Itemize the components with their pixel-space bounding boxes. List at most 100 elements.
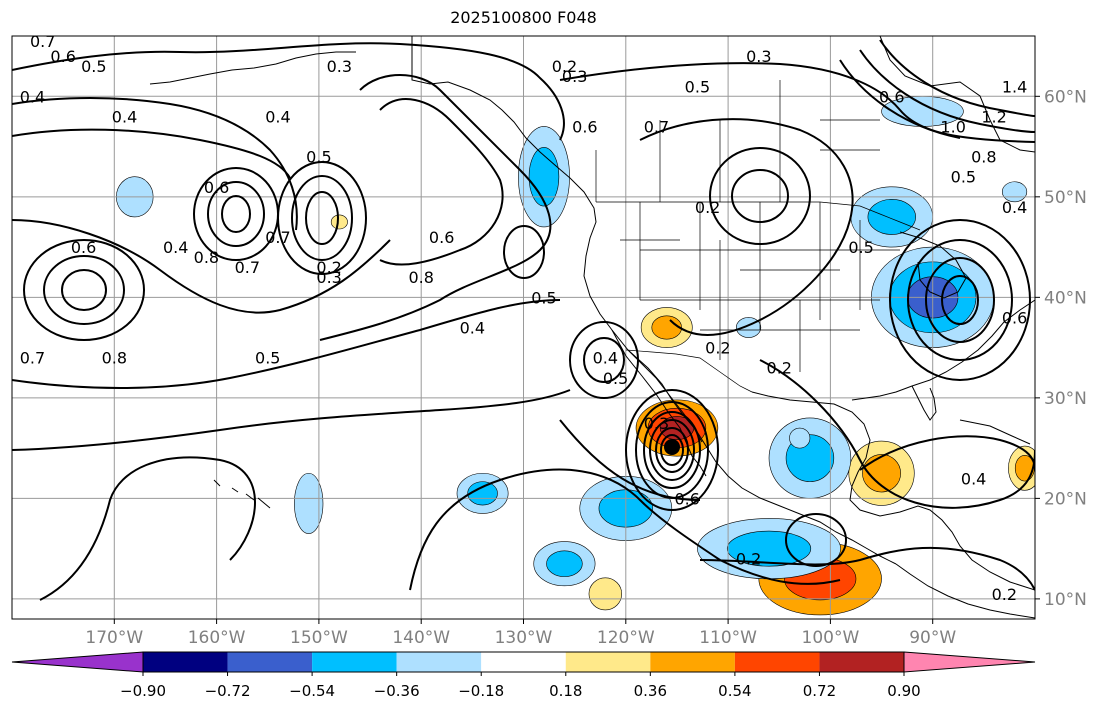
lat-label: 20°N	[1044, 489, 1087, 509]
chart-title: 2025100800 F048	[450, 8, 597, 27]
lon-label: 150°W	[290, 628, 348, 648]
contour-label: 0.6	[50, 47, 75, 66]
colorbar-segment	[565, 652, 651, 672]
contour-label: 0.3	[644, 414, 669, 433]
contour-label: 0.2	[552, 57, 577, 76]
contour-label-text: 0.7	[20, 349, 45, 368]
anomaly-patch	[789, 427, 811, 449]
contour-line	[319, 74, 552, 341]
colorbar-tick-label: 0.72	[803, 682, 836, 700]
colorbar-tick-label: −0.36	[374, 682, 420, 700]
contour-ring	[941, 275, 979, 325]
contour-label: 0.4	[20, 87, 45, 106]
lon-label: 140°W	[392, 628, 450, 648]
contour-label-text: 1.0	[940, 117, 965, 136]
colorbar-min-extension	[11, 651, 144, 673]
hudson-bay	[879, 36, 1035, 153]
lon-label: 120°W	[597, 628, 655, 648]
contour-label: 0.2	[316, 258, 341, 277]
anomaly-patch	[294, 472, 324, 534]
contour-label: 0.4	[460, 319, 485, 338]
contour-label: 0.7	[30, 32, 55, 51]
contour-label: 0.8	[194, 248, 219, 267]
contour-label-text: 0.4	[961, 469, 986, 488]
colorbar-outline	[142, 651, 905, 673]
great-lakes	[899, 231, 967, 299]
contour-label-text: 0.2	[736, 550, 761, 569]
colorbar-tick-label: −0.72	[205, 682, 251, 700]
state-lines	[620, 202, 900, 372]
contour-ring	[785, 513, 847, 567]
contour-label: 0.7	[265, 228, 290, 247]
contour-label: 0.6	[1002, 308, 1027, 327]
contour-label: 0.5	[685, 77, 710, 96]
contour-line	[39, 456, 256, 601]
contour-label-text: 0.6	[572, 117, 597, 136]
contour-label: 0.3	[562, 67, 587, 86]
contour-label-text: 0.7	[235, 258, 260, 277]
contour-label-text: 1.4	[1002, 77, 1027, 96]
contour-label-text: 0.4	[460, 319, 485, 338]
lon-label: 130°W	[495, 628, 553, 648]
contour-label: 1.4	[1002, 77, 1027, 96]
contour-label-text: 0.5	[848, 238, 873, 257]
contour-line	[12, 389, 571, 451]
contour-label: 0.4	[1002, 198, 1027, 217]
contour-label: 0.6	[572, 117, 597, 136]
central-america	[895, 563, 1035, 619]
canadian-provinces	[595, 80, 880, 202]
colorbar-tick-label: 0.18	[549, 682, 582, 700]
contour-label-text: 0.6	[1002, 308, 1027, 327]
contour-label-text: 0.2	[552, 57, 577, 76]
contour-label: 0.5	[306, 148, 331, 167]
contour-label-text: 0.2	[705, 339, 730, 358]
contour-ring	[207, 181, 265, 247]
contour-label: 1.0	[940, 117, 965, 136]
contour-line	[12, 299, 561, 389]
lon-label: 160°W	[188, 628, 246, 648]
contour-label-text: 0.7	[30, 32, 55, 51]
contour-label-text: 0.5	[255, 349, 280, 368]
contour-line	[759, 359, 1035, 509]
contour-label-text: 0.4	[1002, 198, 1027, 217]
contour-label-text: 0.7	[644, 117, 669, 136]
colorbar-segment	[312, 652, 397, 672]
anomaly-patch	[467, 481, 498, 506]
contour-ring	[925, 257, 995, 343]
contour-ring	[660, 434, 684, 466]
contour-ring	[655, 427, 689, 473]
anomaly-patch	[726, 530, 812, 567]
contour-ring	[61, 269, 107, 311]
lon-label: 100°W	[802, 628, 860, 648]
contour-line	[12, 219, 391, 314]
contour-label-text: 0.6	[71, 238, 96, 257]
lat-label: 50°N	[1044, 188, 1087, 208]
colorbar-segment	[734, 652, 820, 672]
contour-label: 0.6	[674, 489, 699, 508]
anomaly-patch	[330, 214, 348, 230]
contour-label: 0.3	[316, 268, 341, 287]
contour-label: 0.8	[102, 349, 127, 368]
contour-ring	[43, 255, 125, 325]
contour-label-text: 1.2	[981, 107, 1006, 126]
contour-line	[409, 468, 841, 591]
contour-label: 0.2	[695, 198, 720, 217]
gulf-of-mexico-coast	[751, 391, 1035, 591]
aleutian-chain	[149, 51, 356, 85]
contour-label: 0.2	[705, 339, 730, 358]
contour-ring	[731, 169, 789, 223]
contour-label-text: 0.3	[316, 268, 341, 287]
contour-line	[839, 59, 961, 139]
contour-label-text: 0.6	[879, 87, 904, 106]
contour-line	[879, 39, 1035, 117]
contour-label: 0.5	[603, 369, 628, 388]
axis-labels: 170°W 160°W 150°W 140°W 130°W 120°W 110°W 100°W…	[85, 87, 1086, 648]
contour-ring	[625, 389, 719, 511]
contour-ring	[277, 161, 367, 275]
lat-label: 40°N	[1044, 288, 1087, 308]
contour-label-text: 0.4	[20, 87, 45, 106]
contour-label: 0.4	[961, 469, 986, 488]
contour-label: 0.4	[265, 107, 290, 126]
anomaly-patch	[862, 454, 901, 493]
